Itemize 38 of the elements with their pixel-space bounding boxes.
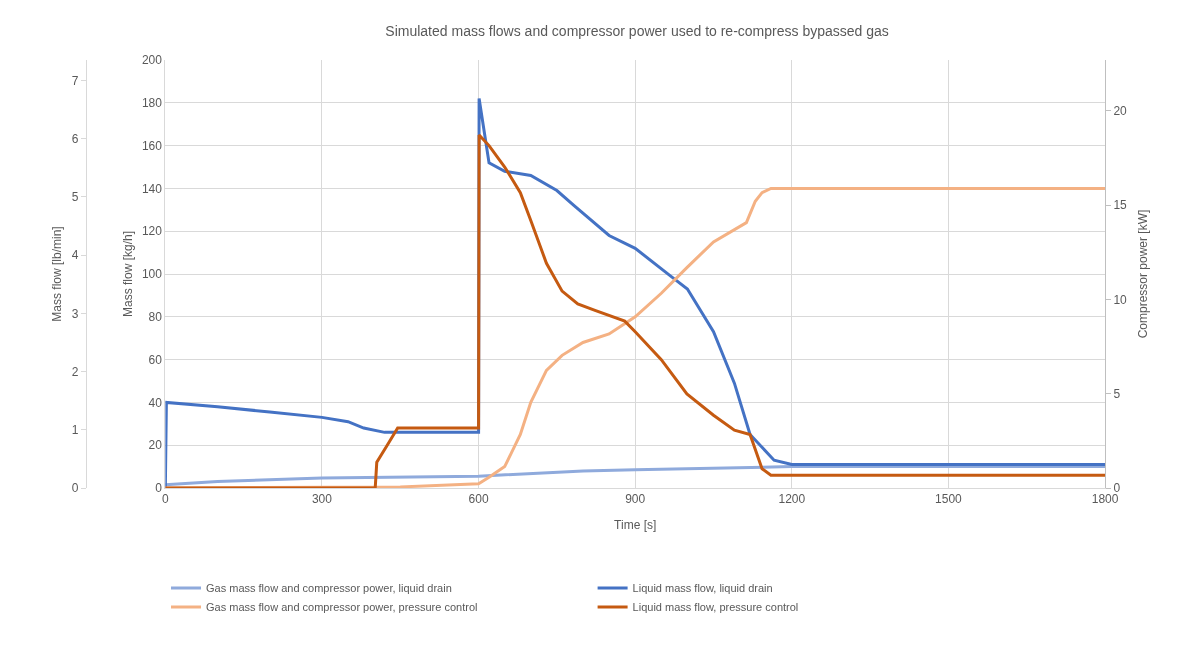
x-tick-label: 300 xyxy=(311,492,333,507)
y2-tick-label: 15 xyxy=(1113,198,1128,213)
legend-label: Liquid mass flow, pressure control xyxy=(632,601,799,614)
y2-tick-label: 5 xyxy=(1113,386,1121,401)
y-tick-label: 160 xyxy=(141,138,163,153)
y-tick-label: 40 xyxy=(148,395,163,410)
x-tick-label: 1200 xyxy=(778,492,806,507)
y-tick-label: 120 xyxy=(141,224,163,239)
x-tick-label: 900 xyxy=(625,492,646,507)
y-tick-label: 60 xyxy=(148,352,163,367)
y3-tick-label: 2 xyxy=(71,364,79,379)
y-axis-title: Mass flow [kg/h] xyxy=(121,230,136,318)
y-tick-label: 140 xyxy=(141,181,163,196)
x-axis-title: Time [s] xyxy=(614,518,657,533)
y3-tick-label: 7 xyxy=(71,73,79,88)
y-tick-label: 100 xyxy=(141,267,163,282)
chart-title: Simulated mass flows and compressor power used to re-compress bypassed gas xyxy=(385,22,889,39)
y3-tick-label: 4 xyxy=(71,248,79,263)
legend-label: Gas mass flow and compressor power, pressure control xyxy=(206,601,478,614)
y3-tick-label: 5 xyxy=(71,190,79,205)
y3-tick-label: 6 xyxy=(71,131,79,146)
y3-axis-title: Mass flow [lb/min] xyxy=(50,226,65,322)
y2-tick-label: 10 xyxy=(1113,292,1128,307)
y-tick-label: 180 xyxy=(141,96,163,110)
x-tick-label: 1800 xyxy=(1091,492,1119,507)
legend-label: Liquid mass flow, liquid drain xyxy=(632,582,773,595)
y-tick-label: 80 xyxy=(148,310,163,324)
x-tick-label: 1500 xyxy=(935,492,963,507)
y-tick-label: 0 xyxy=(155,481,163,496)
y3-tick-label: 0 xyxy=(71,481,79,496)
y-tick-label: 200 xyxy=(141,53,163,68)
y-tick-label: 20 xyxy=(148,438,163,453)
y3-tick-label: 3 xyxy=(71,306,79,321)
y2-tick-label: 20 xyxy=(1113,104,1128,119)
y2-axis-title: Compressor power [kW] xyxy=(1136,209,1151,339)
x-tick-label: 600 xyxy=(468,492,489,507)
legend-label: Gas mass flow and compressor power, liquid drain xyxy=(206,582,452,595)
y3-tick-label: 1 xyxy=(71,422,79,437)
